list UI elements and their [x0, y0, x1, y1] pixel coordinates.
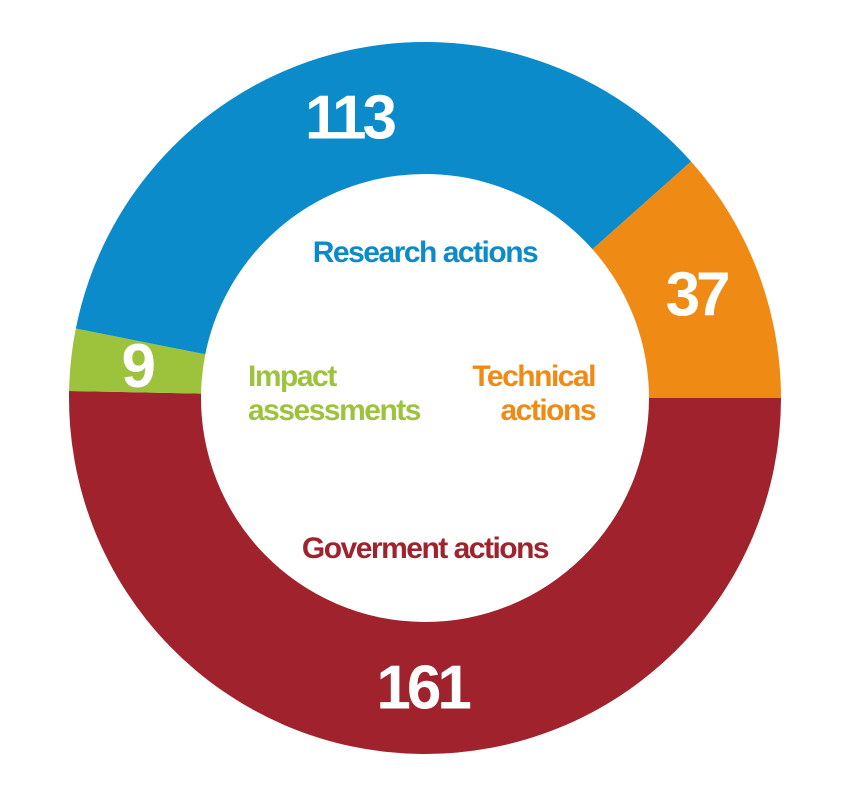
value-label: 37	[666, 260, 728, 329]
category-label: Research actions	[312, 236, 539, 269]
donut-segment	[75, 41, 692, 355]
category-label: Goverment actions	[301, 532, 550, 565]
value-label: 161	[376, 653, 470, 722]
value-label: 113	[305, 84, 396, 153]
category-label: Impact assessments	[248, 360, 421, 427]
donut-segment	[69, 328, 206, 394]
category-label: Technical actions	[472, 360, 596, 427]
donut-segment	[68, 391, 782, 755]
donut-segment	[592, 161, 781, 398]
